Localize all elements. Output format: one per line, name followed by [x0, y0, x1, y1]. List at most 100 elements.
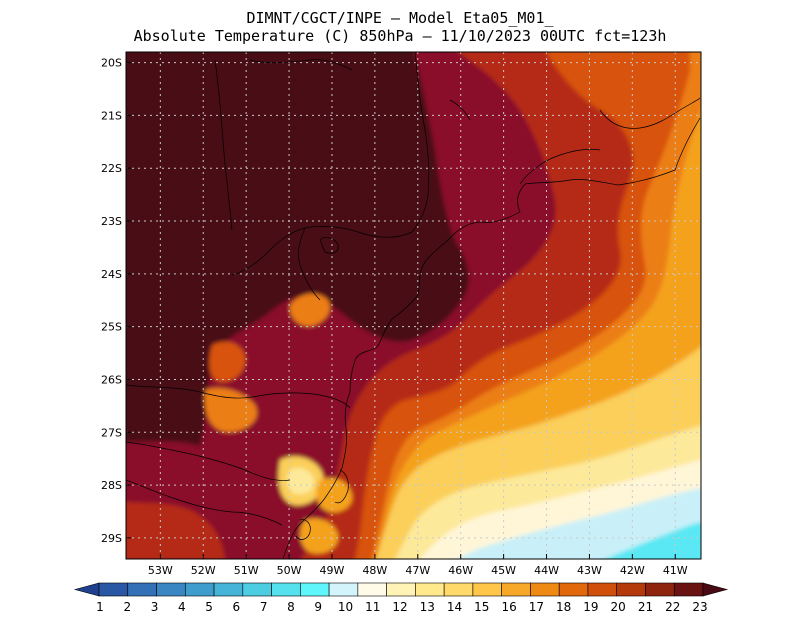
colorbar-swatch — [271, 582, 301, 597]
field-orange-patch4 — [316, 477, 353, 513]
lon-label: 44W — [534, 564, 559, 577]
longitude-labels: 53W 52W 51W 50W 49W 48W 47W 46W 45W 44W 43W 42W 41W — [148, 554, 688, 577]
field-orange-patch1 — [289, 293, 331, 327]
lat-label: 24S — [101, 268, 122, 281]
colorbar-label: 3 — [151, 600, 159, 614]
lake-2 — [449, 99, 471, 121]
colorbar-swatch — [415, 582, 445, 597]
lon-label: 45W — [491, 564, 516, 577]
field-top-right — [593, 52, 649, 119]
lon-label: 42W — [620, 564, 645, 577]
field-dark-brown — [126, 52, 469, 488]
temperature-field — [126, 52, 701, 559]
colorbar-swatch — [616, 582, 646, 597]
latitude-labels: 20S 21S 22S 23S 24S 25S 26S 27S 28S 29S — [101, 57, 131, 545]
colorbar-swatch — [127, 582, 157, 597]
grid-lines — [126, 52, 701, 559]
lon-label: 49W — [320, 564, 345, 577]
state-border-8 — [519, 148, 601, 185]
state-border-9 — [249, 59, 353, 71]
colorbar-swatch — [702, 582, 729, 597]
field-orange-patch3 — [204, 387, 258, 433]
colorbar-swatch — [357, 582, 387, 597]
map-title-line2: Absolute Temperature (C) 850hPa – 11/10/… — [133, 27, 667, 45]
field-cyan-edge — [654, 489, 701, 530]
colorbar-label: 12 — [392, 600, 407, 614]
colorbar-label: 15 — [474, 600, 489, 614]
state-border-5 — [126, 441, 291, 481]
colorbar-swatch — [501, 582, 531, 597]
state-border-7 — [599, 97, 701, 129]
colorbar-label: 23 — [692, 600, 707, 614]
colorbar-swatch — [73, 582, 100, 597]
colorbar-labels: 1 2 3 4 5 6 7 8 9 10 11 12 13 14 15 16 17 18 19 20 21 22 23 — [96, 600, 707, 614]
colorbar-swatch — [156, 582, 186, 597]
coast-line — [282, 117, 701, 559]
colorbar-swatch — [673, 582, 704, 597]
lon-label: 52W — [191, 564, 216, 577]
lon-label: 51W — [234, 564, 259, 577]
lat-label: 28S — [101, 479, 122, 492]
lat-label: 27S — [101, 426, 122, 439]
field-paleyellow-patch1 — [287, 468, 315, 495]
lat-label: 29S — [101, 532, 122, 545]
lat-label: 23S — [101, 215, 122, 228]
lat-label: 26S — [101, 373, 122, 386]
colorbar-swatch — [386, 582, 416, 597]
lon-label: 47W — [405, 564, 430, 577]
field-redbrown-sw — [126, 501, 225, 559]
coastline — [126, 52, 701, 559]
colorbar-label: 18 — [556, 600, 571, 614]
colorbar-label: 20 — [611, 600, 626, 614]
lon-label: 41W — [663, 564, 688, 577]
colorbar-swatch — [587, 582, 618, 597]
colorbar-label: 6 — [233, 600, 241, 614]
field-cyan — [605, 522, 701, 559]
colorbar-label: 9 — [314, 600, 322, 614]
colorbar-label: 2 — [123, 600, 131, 614]
colorbar-label: 5 — [205, 600, 213, 614]
colorbar — [73, 582, 729, 597]
lat-label: 21S — [101, 109, 122, 122]
state-border-6 — [126, 479, 283, 526]
state-border-10 — [214, 59, 233, 231]
lat-label: 22S — [101, 162, 122, 175]
colorbar-swatch — [472, 582, 502, 597]
colorbar-swatch — [184, 582, 215, 597]
colorbar-label: 7 — [260, 600, 268, 614]
lake-1 — [319, 237, 339, 254]
lon-label: 50W — [277, 564, 302, 577]
field-orange-patch2 — [209, 341, 246, 383]
colorbar-label: 17 — [529, 600, 544, 614]
state-border-1 — [411, 52, 430, 233]
colorbar-label: 22 — [665, 600, 680, 614]
colorbar-label: 14 — [447, 600, 462, 614]
lon-label: 48W — [362, 564, 387, 577]
colorbar-label: 16 — [501, 600, 516, 614]
colorbar-swatch — [443, 582, 474, 597]
lake-3 — [334, 469, 349, 504]
colorbar-label: 11 — [365, 600, 380, 614]
map-title-line1: DIMNT/CGCT/INPE – Model Eta05_M01_ — [246, 9, 554, 27]
colorbar-label: 13 — [420, 600, 435, 614]
colorbar-swatch — [530, 582, 560, 597]
colorbar-swatch — [558, 582, 589, 597]
colorbar-swatch — [242, 582, 272, 597]
field-crimson-patch — [319, 335, 359, 372]
lat-label: 20S — [101, 57, 122, 70]
lon-label: 53W — [148, 564, 173, 577]
colorbar-label: 4 — [178, 600, 186, 614]
colorbar-label: 1 — [96, 600, 104, 614]
colorbar-swatch — [645, 582, 675, 597]
lake-4 — [295, 519, 311, 540]
colorbar-label: 19 — [583, 600, 598, 614]
colorbar-label: 10 — [338, 600, 353, 614]
colorbar-label: 21 — [638, 600, 653, 614]
lon-label: 46W — [448, 564, 473, 577]
state-border-4 — [126, 384, 351, 409]
map-frame — [125, 51, 702, 560]
lon-label: 43W — [577, 564, 602, 577]
field-light-patch5 — [300, 518, 339, 554]
lat-label: 25S — [101, 321, 122, 334]
